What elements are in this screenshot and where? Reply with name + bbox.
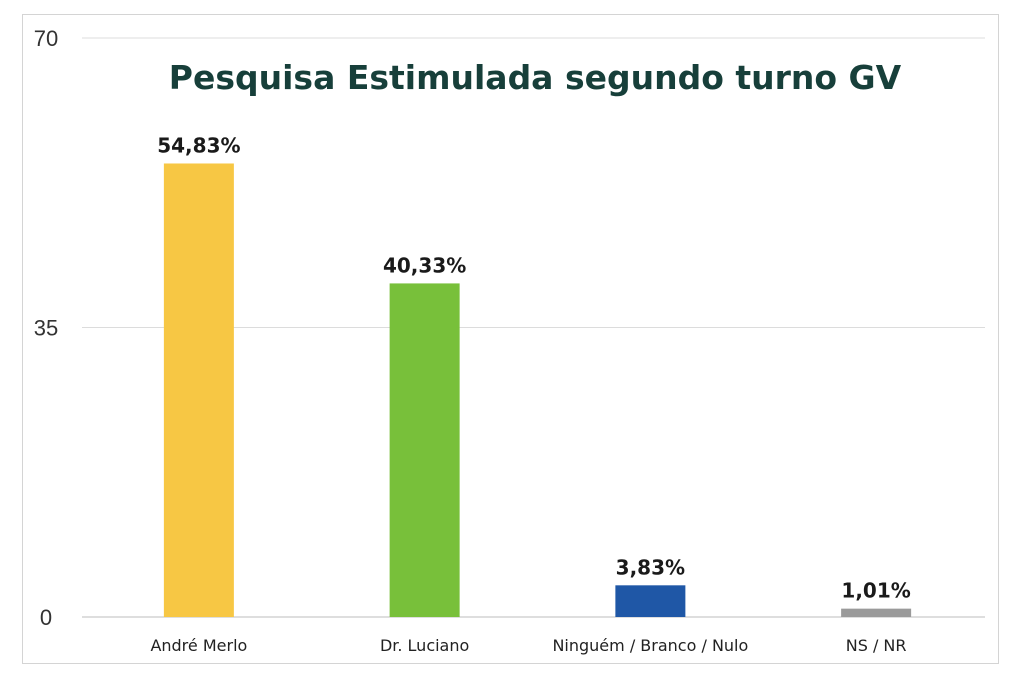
category-labels: André Merlo Dr. Luciano Ninguém / Branco /… [150,636,906,655]
category-label: Ninguém / Branco / Nulo [552,636,748,655]
data-label: 1,01% [841,579,910,603]
y-axis-ticks: 0 35 70 [34,26,58,630]
category-label: André Merlo [150,636,247,655]
bar [163,163,234,617]
category-label: Dr. Luciano [380,636,469,655]
data-label: 54,83% [157,133,240,157]
y-tick-label: 35 [34,316,58,341]
bar [841,608,912,617]
bars [163,163,912,617]
data-labels: 54,83% 40,33% 3,83% 1,01% [157,133,911,602]
chart-title: Pesquisa Estimulada segundo turno GV [169,58,902,97]
bar [615,585,686,617]
y-tick-label: 70 [34,26,58,51]
data-label: 3,83% [616,555,685,579]
data-label: 40,33% [383,253,466,277]
category-label: NS / NR [846,636,907,655]
y-tick-label: 0 [40,605,52,630]
bar [389,283,460,617]
